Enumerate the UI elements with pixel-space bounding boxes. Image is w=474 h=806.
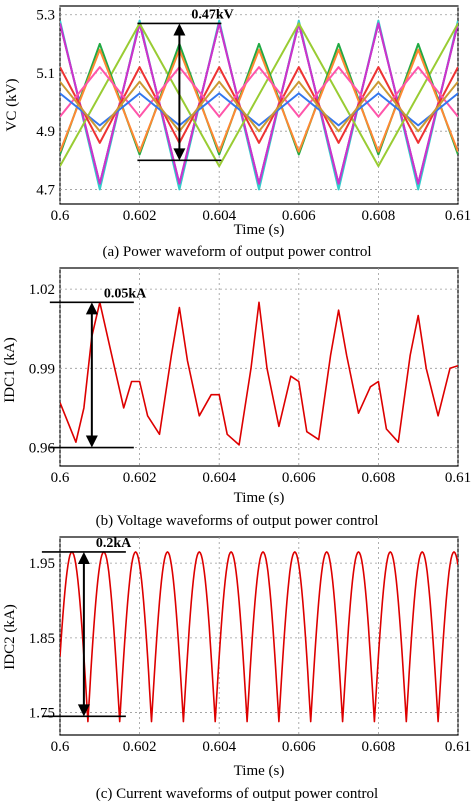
x-tick-label: 0.604 [202,208,236,224]
x-tick-label: 0.61 [445,470,471,486]
series-line [60,301,458,446]
series-line [60,92,458,127]
series-group-b [60,301,458,446]
series-line [60,48,458,153]
x-tick-label: 0.61 [445,208,471,224]
x-tick-label: 0.608 [362,208,396,224]
x-tick-label: 0.6 [51,470,70,486]
y-ticks-b: 1.02 0.99 0.96 [29,282,56,456]
y-tick-label: 0.96 [29,441,56,457]
y-tick-label: 4.7 [36,182,55,198]
y-tick-label: 5.3 [36,8,55,24]
annotation-arrow-head-up [77,551,90,564]
x-tick-label: 0.602 [123,208,157,224]
y-axis-label-a: VC (kV) [4,79,20,132]
x-tick-label: 0.604 [202,470,236,486]
annotation-arrow-head-down [173,148,186,161]
series-line [60,66,458,118]
series-line [60,551,458,723]
x-ticks-b: 0.6 0.602 0.604 0.606 0.608 0.61 [51,470,472,486]
x-tick-label: 0.606 [282,470,316,486]
y-tick-label: 4.9 [36,124,55,140]
panel-c: 0.2kA 1.951.851.75 0.6 0.602 0.604 0.606 0.6… [2,536,471,802]
y-tick-label: 1.85 [29,631,55,647]
x-ticks-a: 0.6 0.602 0.604 0.606 0.608 0.61 [51,208,472,224]
y-tick-label: 5.1 [36,66,55,82]
x-axis-label-b: Time (s) [234,490,285,506]
y-ticks-a: 5.3 5.1 4.9 4.7 [36,8,55,199]
x-axis-label-a: Time (s) [234,222,285,238]
y-tick-label: 1.75 [29,706,55,722]
series-group-c [60,551,458,723]
grid-c [59,537,459,735]
annotation-arrow-head-up [173,23,186,36]
x-tick-label: 0.606 [282,208,316,224]
y-tick-label: 1.95 [29,556,55,572]
series-line [60,66,458,144]
x-tick-label: 0.6 [51,739,70,755]
x-tick-label: 0.602 [123,470,157,486]
caption-b: (b) Voltage waveforms of output power co… [96,513,379,529]
caption-c: (c) Current waveforms of output power co… [96,786,378,802]
annotation-arrow-head-down [77,704,90,717]
y-axis-label-c: IDC2 (kA) [2,604,18,669]
annotation-label: 0.47kV [191,7,233,22]
annotation-arrow-head-down [85,435,98,448]
x-tick-label: 0.604 [202,739,236,755]
series-line [60,22,458,185]
annotation-arrow-head-up [85,302,98,315]
plot-area-b [59,267,459,467]
x-axis-label-c: Time (s) [234,763,285,779]
y-tick-label: 0.99 [29,361,55,377]
panel-b: 0.05kA 1.020.990.96 0.6 0.602 0.604 0.606 0.… [2,267,472,529]
annotation-label: 0.05kA [104,286,147,301]
series-line [60,22,458,168]
series-line [60,80,458,133]
y-tick-label: 1.02 [29,282,55,298]
x-tick-label: 0.602 [123,739,157,755]
annotation-a: 0.47kV [137,7,234,162]
annotation-b: 0.05kA [49,286,147,449]
y-ticks-c: 1.95 1.85 1.75 [29,556,55,721]
x-ticks-c: 0.6 0.602 0.604 0.606 0.608 0.61 [51,739,472,755]
x-tick-label: 0.6 [51,208,70,224]
caption-a: (a) Power waveform of output power contr… [102,244,371,260]
x-tick-label: 0.606 [282,739,316,755]
annotation-c: 0.2kA [41,536,132,718]
x-tick-label: 0.608 [362,739,396,755]
annotation-label: 0.2kA [96,536,132,551]
grid-a [59,6,459,204]
series-group-a [60,19,458,191]
x-tick-label: 0.61 [445,739,471,755]
y-axis-label-b: IDC1 (kA) [2,337,18,402]
x-tick-label: 0.608 [362,470,396,486]
panel-a: 0.47kV 5.35.14.94.7 0.6 0.602 0.604 0.606 0.… [4,5,472,260]
